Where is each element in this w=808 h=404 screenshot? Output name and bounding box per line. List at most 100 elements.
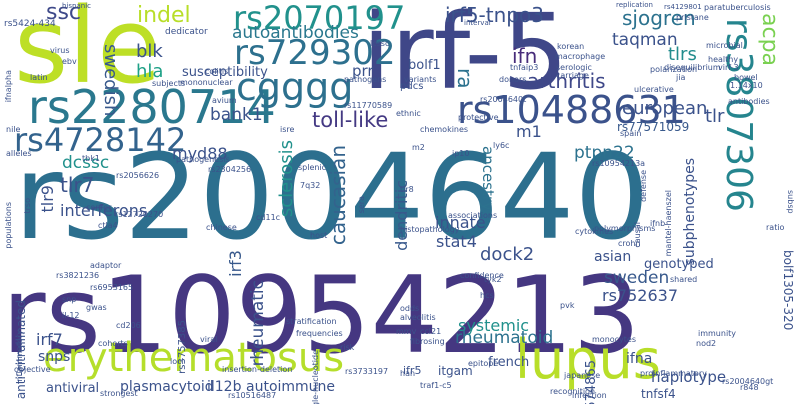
word: hcs [480, 291, 494, 300]
word: disequilibrium [664, 63, 721, 72]
word: stat4 [436, 232, 477, 251]
word: ebv [62, 57, 77, 66]
word: arthritis [527, 69, 606, 93]
word: rs5424-434 [4, 19, 56, 29]
word: tbk1 [82, 154, 100, 163]
word: han [400, 369, 416, 378]
word: avium [212, 96, 237, 105]
word: ifr5 [403, 364, 422, 377]
word: host [310, 231, 328, 240]
word: immunity [698, 329, 737, 338]
word: ancestry [479, 146, 497, 211]
word: donors [499, 75, 527, 84]
word: confidence [460, 271, 504, 280]
word: caucasian [326, 145, 350, 246]
word: alveolitis [400, 313, 436, 322]
word: cd206 [116, 321, 141, 330]
word: rs752637 [602, 286, 678, 305]
word: ifna [626, 351, 653, 367]
word: ra [453, 68, 477, 89]
word: ifn [512, 44, 538, 68]
word: colitis [205, 67, 229, 76]
word: rs2280714 [28, 80, 276, 134]
word: shared [670, 275, 698, 284]
word: ulcerative [634, 85, 674, 94]
word: mantel-haenszel [664, 190, 673, 257]
word: confer [86, 203, 112, 212]
word: rs10516487 [228, 391, 277, 400]
word: sweden [604, 268, 670, 288]
word: blk [136, 41, 163, 62]
word: taqman [612, 30, 678, 50]
word: rs4728142 [14, 121, 187, 159]
word: protective [458, 113, 499, 122]
word: stratification [286, 317, 337, 326]
word: susceptibility [182, 65, 268, 80]
word: irf5-tnpo3 [445, 3, 544, 27]
word: rs2304256 [208, 165, 252, 174]
word: snp [62, 295, 77, 304]
word: rs6953165 [90, 283, 134, 292]
word: chinese [206, 223, 237, 232]
word: lcssc [370, 39, 390, 48]
word: pathogenesis [176, 155, 230, 164]
word: cd11c [256, 213, 281, 222]
word: pristane [676, 13, 709, 22]
word: 1.14x10 [730, 81, 763, 90]
word: rs10954213 [2, 254, 641, 377]
word: tnfsf4 [641, 387, 676, 401]
word: proinflammatory [640, 369, 707, 378]
word: swedish [100, 44, 121, 117]
word: european [622, 98, 708, 119]
word: macrophage [555, 52, 606, 61]
word: sle [14, 0, 162, 107]
word: dcssc [62, 153, 110, 173]
word: spain [620, 129, 642, 138]
word: pvk [560, 301, 575, 310]
word: inflammatory [15, 330, 24, 384]
word: variants [404, 75, 437, 84]
word: rheumatic [248, 280, 268, 367]
word: rs2004640gt [722, 377, 774, 386]
word: polymorphisms [594, 224, 656, 233]
word: chemokines [420, 125, 469, 134]
word: tlr [705, 106, 725, 127]
word: subjects [152, 79, 186, 88]
word: rs2004640 [14, 128, 650, 266]
word: asian [594, 249, 632, 265]
word: single-nucleotide [311, 350, 320, 404]
word: rs10488631 [457, 88, 686, 132]
word: trso [23, 198, 32, 214]
word: ctla4 [98, 221, 118, 230]
word: subphenotypes [682, 158, 698, 266]
word: frequencies [296, 329, 343, 338]
word: serologic [556, 63, 592, 72]
word: 7q32 [300, 181, 321, 190]
word: antibodies [728, 97, 770, 106]
word: microbial [706, 41, 743, 50]
word: plasmacytoid [120, 379, 214, 395]
word: haplotype [651, 368, 727, 386]
word: sclerosis [276, 140, 297, 218]
word: irf7 [36, 330, 63, 349]
word: virus [50, 46, 70, 55]
word: bowel [734, 73, 758, 82]
word: associations [448, 211, 498, 220]
word: acpa [757, 13, 782, 67]
word: mononuclear [180, 78, 233, 87]
word: m1 [516, 122, 542, 141]
word: paratuberculosis [704, 3, 771, 12]
word: interferons [60, 201, 148, 220]
word: rs2004640t [480, 95, 527, 104]
word: traf1-c5 [420, 381, 452, 390]
word: rs729302 [234, 33, 396, 73]
word: pdcs [400, 81, 424, 92]
word: tlr8 [400, 185, 414, 194]
word: odds [400, 304, 420, 313]
word: rs11770589 [344, 101, 393, 110]
word: rs10954213a [592, 159, 646, 168]
word: ip10 [452, 149, 470, 158]
word: rheumatoid [455, 328, 554, 348]
word: gwas [86, 303, 107, 312]
